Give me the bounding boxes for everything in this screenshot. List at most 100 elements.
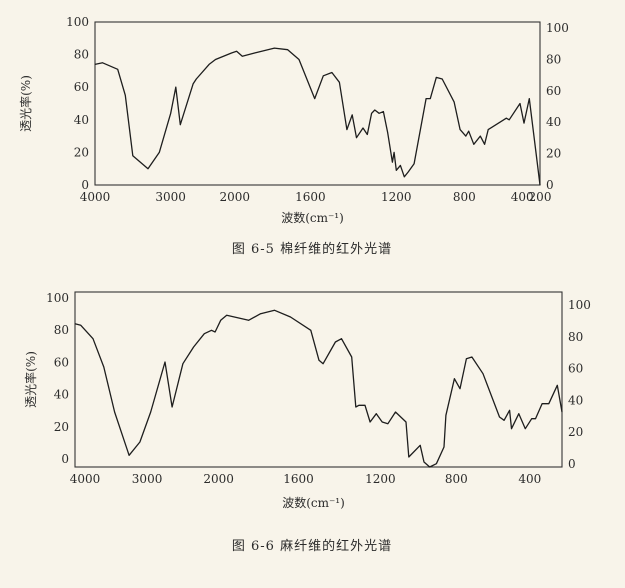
- data-point: [405, 421, 407, 423]
- data-point: [399, 165, 401, 166]
- data-point: [369, 421, 371, 423]
- data-point: [392, 161, 393, 163]
- data-point: [362, 127, 364, 129]
- data-point: [298, 59, 300, 60]
- data-point: [459, 129, 461, 130]
- data-point: [473, 143, 475, 145]
- x-tick-label: 1200: [381, 190, 412, 204]
- data-point: [171, 406, 173, 408]
- data-point: [505, 117, 507, 119]
- data-point: [248, 319, 250, 321]
- x-tick-label: 800: [453, 190, 476, 204]
- data-point: [528, 98, 530, 100]
- data-point: [236, 50, 238, 52]
- x-tick-label: 1600: [295, 190, 326, 204]
- data-point: [453, 101, 455, 103]
- data-point: [423, 461, 425, 463]
- data-point: [182, 363, 184, 365]
- x-tick-label: 3000: [155, 190, 186, 204]
- x-axis-label: 波数(cm⁻¹): [281, 210, 344, 225]
- data-point: [241, 55, 243, 57]
- spectrum-line: [74, 309, 563, 468]
- data-point: [387, 423, 389, 425]
- data-point: [341, 338, 342, 340]
- data-point: [114, 411, 116, 413]
- data-point: [429, 98, 431, 100]
- data-point: [334, 341, 336, 343]
- x-tick-label: 400: [511, 190, 534, 204]
- data-point: [338, 81, 340, 83]
- data-point: [408, 456, 410, 458]
- data-point: [322, 75, 324, 77]
- figure-caption: 图 6-6 麻纤维的红外光谱: [232, 538, 392, 554]
- data-point: [395, 411, 396, 413]
- y-tick-label-left: 0: [81, 178, 89, 192]
- data-point: [287, 49, 289, 51]
- data-point: [364, 404, 366, 406]
- data-point: [466, 358, 467, 360]
- data-point: [220, 319, 222, 321]
- figure-caption: 图 6-5 棉纤维的红外光谱: [232, 241, 392, 257]
- data-point: [499, 416, 500, 418]
- data-point: [254, 52, 255, 54]
- data-point: [413, 163, 415, 165]
- data-point: [387, 132, 389, 134]
- y-tick-label-right: 40: [546, 115, 561, 129]
- data-point: [193, 346, 195, 348]
- data-point: [465, 135, 467, 137]
- data-point: [356, 137, 357, 139]
- y-tick-label-left: 60: [54, 355, 69, 369]
- y-tick-label-left: 40: [74, 113, 89, 127]
- data-point: [395, 169, 397, 171]
- data-point: [203, 333, 205, 335]
- data-point: [523, 122, 525, 124]
- data-point: [318, 359, 320, 361]
- data-point: [425, 98, 427, 100]
- data-point: [351, 114, 353, 116]
- data-point: [556, 384, 558, 386]
- data-point: [274, 309, 275, 311]
- data-point: [381, 421, 383, 423]
- data-point: [158, 152, 160, 153]
- data-point: [435, 463, 437, 465]
- data-point: [524, 428, 526, 430]
- data-point: [355, 406, 357, 408]
- data-point: [468, 130, 470, 132]
- y-tick-label-left: 100: [46, 291, 69, 305]
- data-point: [479, 135, 481, 137]
- data-point: [531, 418, 533, 420]
- data-point: [274, 47, 275, 49]
- data-point: [314, 98, 316, 100]
- y-tick-label-left: 100: [66, 15, 89, 29]
- data-point: [459, 388, 461, 390]
- data-point: [407, 171, 409, 173]
- data-point: [419, 444, 421, 446]
- data-point: [322, 363, 324, 365]
- data-point: [375, 413, 377, 415]
- y-tick-label-right: 100: [546, 21, 569, 35]
- y-tick-label-left: 20: [54, 420, 69, 434]
- data-point: [471, 356, 473, 358]
- x-tick-label: 800: [445, 472, 468, 486]
- data-point: [518, 413, 520, 415]
- data-point: [535, 418, 536, 420]
- data-point: [403, 176, 405, 178]
- chart-1: 0 20 40 60 80 100 0 20 40 60 80 100 4000 3000 2000 1600…: [18, 15, 569, 257]
- data-point: [351, 356, 353, 358]
- data-point: [310, 329, 312, 331]
- chart-2: 0 20 40 60 80 100 0 20 40 60 80 100 4000 3000 2000 1600…: [23, 291, 591, 554]
- data-point: [94, 63, 96, 65]
- data-point: [441, 78, 443, 80]
- y-tick-label-right: 100: [568, 298, 591, 312]
- data-point: [539, 184, 541, 186]
- data-point: [195, 78, 197, 80]
- data-point: [208, 63, 210, 65]
- data-point: [548, 403, 550, 405]
- data-point: [80, 324, 82, 326]
- data-point: [92, 338, 94, 340]
- data-point: [482, 373, 484, 375]
- data-point: [508, 119, 510, 121]
- plot-frame: [94, 21, 541, 186]
- data-point: [231, 52, 232, 54]
